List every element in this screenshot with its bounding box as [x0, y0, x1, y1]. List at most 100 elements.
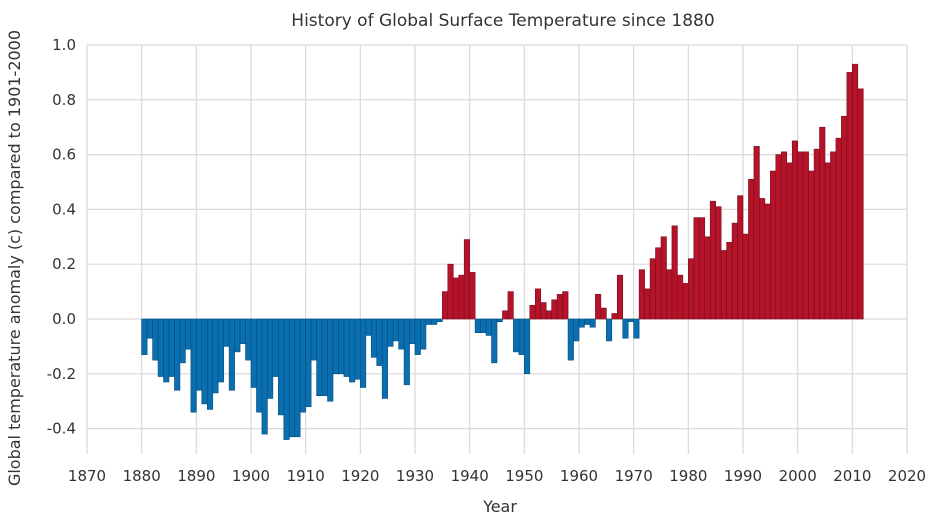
x-tick-label: 1990: [724, 467, 762, 485]
bar-1990: [742, 233, 749, 320]
bar-1971: [638, 269, 645, 320]
bar-1940: [469, 272, 476, 320]
x-tick-label: 1960: [560, 467, 598, 485]
bar-1882: [152, 318, 159, 361]
bar-1961: [584, 318, 591, 325]
bar-1908: [294, 318, 301, 438]
bar-1913: [321, 318, 328, 397]
bar-1933: [431, 318, 438, 325]
bar-2011: [857, 88, 864, 320]
bar-1974: [655, 247, 662, 320]
bar-1934: [436, 318, 443, 323]
y-tick-label: -0.2: [47, 365, 76, 383]
bar-1982: [698, 217, 706, 320]
bar-1893: [212, 318, 219, 394]
bar-1896: [228, 318, 235, 391]
bar-1923: [376, 318, 383, 366]
bar-2008: [841, 115, 848, 320]
bar-1962: [589, 318, 596, 328]
x-tick-label: 1920: [341, 467, 379, 485]
bar-1919: [354, 318, 361, 380]
bar-1976: [666, 269, 673, 320]
bar-1912: [316, 318, 323, 397]
bar-1975: [660, 236, 667, 320]
bar-1895: [223, 318, 230, 347]
bar-1892: [206, 318, 214, 410]
x-tick-label: 1870: [68, 467, 106, 485]
bar-1973: [649, 258, 656, 320]
bar-1903: [267, 318, 274, 399]
bar-1902: [261, 318, 268, 435]
bar-1935: [442, 291, 449, 320]
tick-labels: 1870 1880 1890 1900 1910 1920 1930 1940 1950 1960…: [47, 36, 926, 485]
bar-1988: [731, 222, 738, 320]
bar-1981: [693, 217, 700, 320]
bar-1927: [398, 318, 405, 350]
y-tick-label: 1.0: [52, 36, 76, 54]
bar-1992: [753, 146, 760, 320]
bar-2009: [846, 72, 853, 320]
bar-2010: [852, 63, 859, 320]
x-tick-label: 1930: [396, 467, 434, 485]
bar-1928: [403, 318, 410, 386]
bar-1915: [332, 318, 339, 375]
bar-1986: [720, 250, 727, 320]
bar-1929: [409, 318, 416, 344]
bar-1894: [217, 318, 224, 383]
chart-title: History of Global Surface Temperature si…: [291, 11, 714, 31]
bar-1925: [387, 318, 394, 347]
x-axis-title: Year: [482, 497, 517, 516]
bar-1949: [518, 318, 525, 355]
x-tick-label: 1940: [451, 467, 489, 485]
bar-1983: [704, 236, 711, 320]
bar-1984: [709, 200, 716, 320]
bar-1997: [780, 151, 788, 320]
bar-1970: [633, 318, 640, 339]
x-tick-label: 1880: [123, 467, 161, 485]
bar-1966: [611, 313, 618, 320]
bar-1987: [726, 241, 733, 320]
x-tick-label: 2000: [779, 467, 817, 485]
bar-1980: [688, 258, 695, 320]
y-tick-label: 0.8: [52, 91, 76, 109]
bar-1905: [278, 318, 285, 416]
bar-1946: [502, 310, 509, 320]
bar-1979: [682, 283, 689, 320]
bar-1943: [485, 318, 492, 336]
bar-1960: [578, 318, 585, 328]
bar-1910: [305, 318, 312, 407]
bar-1914: [327, 318, 334, 402]
bar-1942: [480, 318, 487, 333]
bar-1939: [463, 239, 470, 320]
bar-1951: [529, 304, 536, 320]
y-tick-label: 0.2: [52, 255, 76, 273]
bar-1916: [338, 318, 345, 375]
bar-1947: [507, 291, 514, 320]
bar-1920: [360, 318, 367, 388]
bar-2006: [830, 151, 837, 320]
bars: [141, 63, 864, 440]
bar-1936: [447, 263, 454, 320]
x-tick-label: 1910: [287, 467, 325, 485]
bar-2001: [802, 151, 809, 320]
bar-2003: [813, 148, 820, 320]
bar-1901: [256, 318, 263, 413]
bar-1890: [196, 318, 203, 391]
bar-1963: [595, 294, 602, 320]
bar-1899: [245, 318, 252, 361]
bar-2005: [824, 162, 831, 320]
bar-1941: [474, 318, 481, 333]
bar-1891: [201, 318, 208, 405]
bar-1926: [392, 318, 399, 342]
bar-1964: [600, 307, 607, 320]
bar-1965: [606, 318, 613, 342]
bar-1978: [677, 274, 684, 320]
bar-1968: [622, 318, 629, 339]
bar-1883: [157, 318, 164, 377]
bar-1977: [671, 225, 678, 320]
bar-1937: [452, 277, 460, 320]
bar-1950: [524, 318, 531, 375]
x-tick-label: 1890: [177, 467, 215, 485]
x-tick-label: 2020: [888, 467, 926, 485]
